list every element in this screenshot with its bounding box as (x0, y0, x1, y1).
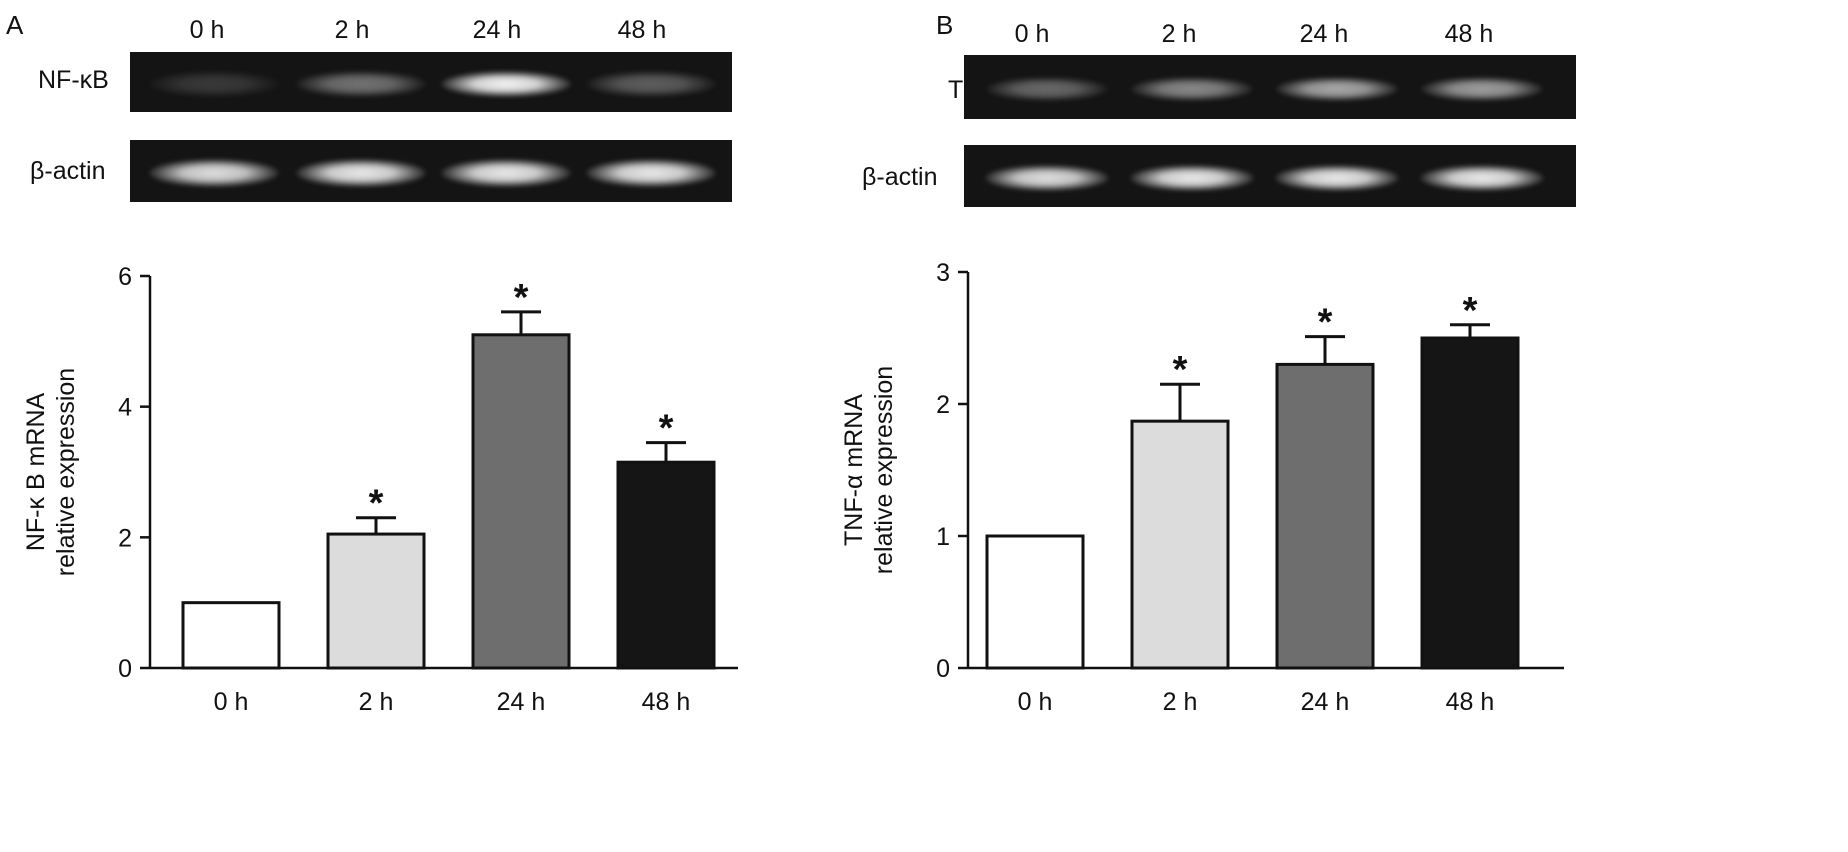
bar (326, 532, 426, 670)
y-axis-label: NF-κ B mRNA (22, 393, 50, 552)
panel-a: A 0 h 2 h 24 h 48 h NF-κB β-actin 0 2 4 6 NF… (6, 10, 738, 716)
significance-marker: * (514, 277, 529, 319)
gel-label-actin: β-actin (30, 157, 106, 185)
gel-band (1276, 77, 1398, 101)
x-tick-label: 48 h (1446, 688, 1495, 716)
x-tick-label: 24 h (497, 688, 546, 716)
gel-label-actin: β-actin (862, 163, 938, 191)
significance-marker: * (659, 408, 674, 450)
panel-letter: B (936, 10, 954, 40)
gel-image-actin (130, 140, 732, 202)
bar (1275, 362, 1375, 670)
y-axis-label: relative expression (870, 366, 898, 574)
gel-band (441, 71, 571, 97)
gel-lane-label: 0 h (189, 16, 225, 44)
gel-band (296, 71, 426, 97)
gel-lane-label: 2 h (1161, 20, 1197, 48)
y-tick-label: 6 (118, 263, 132, 291)
bar (616, 460, 716, 670)
gel-image-target (964, 55, 1576, 119)
gel-band (149, 159, 279, 187)
panel-letter: A (6, 10, 24, 40)
gel-band (985, 165, 1109, 191)
x-tick-label: 0 h (214, 688, 249, 716)
y-tick-label: 1 (936, 523, 950, 551)
significance-marker: * (1463, 290, 1478, 332)
gel-image-actin (964, 145, 1576, 207)
gel-band (149, 71, 279, 97)
gel-band (1131, 77, 1253, 101)
x-tick-label: 48 h (642, 688, 691, 716)
y-tick-label: 4 (118, 394, 132, 422)
gel-band (441, 159, 571, 187)
significance-marker: * (1318, 302, 1333, 344)
bar-chart-b: 0 1 2 3 TNF-α mRNA relative expression 0 h * 2 h… (840, 259, 1564, 716)
significance-marker: * (1173, 349, 1188, 391)
bar (181, 601, 281, 670)
y-tick-label: 2 (936, 391, 950, 419)
y-tick-label: 0 (936, 655, 950, 683)
gel-lane-label: 0 h (1014, 20, 1050, 48)
gel-image-target (130, 52, 732, 112)
gel-lane-label: 24 h (472, 16, 522, 44)
y-axis-label: TNF-α mRNA (840, 394, 868, 546)
bar-chart-a: 0 2 4 6 NF-κ B mRNA relative expression 0 h * 2 … (22, 263, 738, 716)
gel-band (296, 159, 426, 187)
significance-marker: * (369, 483, 384, 525)
y-axis-label: relative expression (52, 368, 80, 576)
x-tick-label: 2 h (359, 688, 394, 716)
gel-lane-label: 48 h (617, 16, 667, 44)
gel-lane-label: 2 h (334, 16, 370, 44)
y-tick-label: 0 (118, 655, 132, 683)
gel-lane-label: 48 h (1444, 20, 1494, 48)
gel-band (1420, 165, 1544, 191)
bar (471, 333, 571, 670)
gel-band (586, 159, 716, 187)
bar (1130, 419, 1230, 670)
gel-lane-label: 24 h (1299, 20, 1349, 48)
x-tick-label: 24 h (1301, 688, 1350, 716)
gel-band (1421, 77, 1543, 101)
panel-b: B 0 h 2 h 24 h 48 h TNF-α β-actin 0123TN… (840, 0, 1848, 852)
y-tick-label: 2 (118, 524, 132, 552)
bar (985, 534, 1085, 670)
gel-band (1130, 165, 1254, 191)
gel-band (986, 77, 1108, 101)
x-tick-label: 2 h (1163, 688, 1198, 716)
bar (1420, 336, 1520, 670)
x-tick-label: 0 h (1018, 688, 1053, 716)
gel-band (586, 71, 716, 97)
gel-label-target: NF-κB (38, 66, 109, 94)
gel-band (1275, 165, 1399, 191)
y-tick-label: 3 (936, 259, 950, 287)
